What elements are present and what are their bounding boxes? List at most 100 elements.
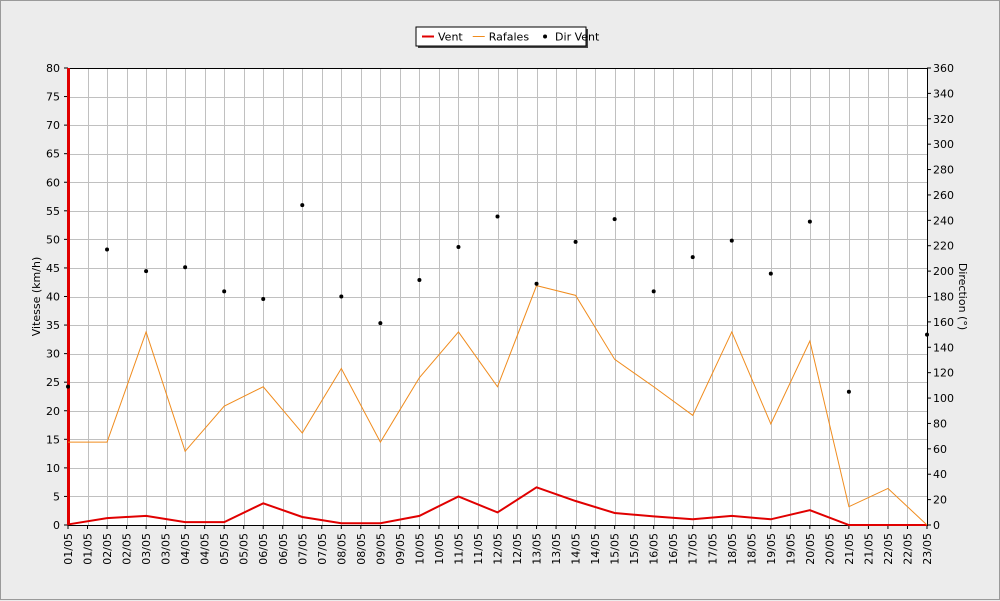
x-tick-label: 13/05 <box>550 533 563 565</box>
legend-label: Vent <box>438 31 463 44</box>
direction-point <box>768 271 773 276</box>
direction-point <box>105 247 110 252</box>
x-tick-label: 06/05 <box>277 533 290 565</box>
direction-point <box>339 294 344 299</box>
y2-tick-label: 360 <box>933 62 954 75</box>
direction-point <box>300 203 305 208</box>
x-tick-label: 03/05 <box>140 533 153 565</box>
x-tick-label: 17/05 <box>687 533 700 565</box>
x-tick-label: 01/05 <box>62 533 75 565</box>
x-tick-label: 19/05 <box>784 533 797 565</box>
direction-point <box>222 289 227 294</box>
x-tick-label: 16/05 <box>648 533 661 565</box>
x-tick-label: 11/05 <box>472 533 485 565</box>
y2-axis-title: Direction (°) <box>956 263 969 330</box>
x-tick-label: 10/05 <box>433 533 446 565</box>
y2-tick-label: 40 <box>933 468 947 481</box>
direction-point <box>846 389 851 394</box>
x-tick-label: 23/05 <box>921 533 934 565</box>
legend-label: Dir Vent <box>555 31 600 44</box>
y-tick-label: 15 <box>46 433 60 446</box>
direction-point <box>495 214 500 219</box>
y2-tick-label: 100 <box>933 392 954 405</box>
direction-point <box>807 219 812 224</box>
direction-point <box>651 289 656 294</box>
x-tick-label: 16/05 <box>667 533 680 565</box>
x-tick-label: 09/05 <box>374 533 387 565</box>
y2-tick-label: 220 <box>933 240 954 253</box>
direction-point <box>378 321 383 326</box>
y2-tick-label: 60 <box>933 443 947 456</box>
x-tick-label: 18/05 <box>745 533 758 565</box>
direction-point <box>729 238 734 243</box>
y2-tick-label: 80 <box>933 417 947 430</box>
y-tick-label: 20 <box>46 405 60 418</box>
x-tick-label: 15/05 <box>609 533 622 565</box>
y2-tick-label: 260 <box>933 189 954 202</box>
x-tick-label: 02/05 <box>101 533 114 565</box>
y2-tick-label: 200 <box>933 265 954 278</box>
vent-axis-marker <box>67 68 70 525</box>
x-tick-label: 17/05 <box>706 533 719 565</box>
x-tick-label: 15/05 <box>628 533 641 565</box>
y2-tick-label: 20 <box>933 494 947 507</box>
direction-point <box>534 281 539 286</box>
x-tick-label: 20/05 <box>823 533 836 565</box>
x-tick-label: 04/05 <box>179 533 192 565</box>
x-tick-label: 09/05 <box>394 533 407 565</box>
series-line-rafales <box>68 285 928 526</box>
y-tick-label: 10 <box>46 462 60 475</box>
legend-swatch <box>543 34 548 39</box>
x-tick-label: 14/05 <box>570 533 583 565</box>
y-tick-label: 25 <box>46 376 60 389</box>
x-tick-label: 21/05 <box>862 533 875 565</box>
x-tick-label: 02/05 <box>121 533 134 565</box>
y2-tick-label: 300 <box>933 138 954 151</box>
direction-point <box>573 239 578 244</box>
y-tick-label: 40 <box>46 291 60 304</box>
direction-point <box>183 265 188 270</box>
direction-point <box>456 244 461 249</box>
direction-point <box>690 255 695 260</box>
x-tick-label: 13/05 <box>531 533 544 565</box>
y-tick-label: 55 <box>46 205 60 218</box>
x-tick-label: 22/05 <box>901 533 914 565</box>
y2-tick-label: 0 <box>933 519 940 532</box>
x-tick-label: 20/05 <box>804 533 817 565</box>
y2-tick-label: 280 <box>933 164 954 177</box>
y-tick-label: 70 <box>46 119 60 132</box>
y-tick-label: 75 <box>46 91 60 104</box>
y-tick-label: 80 <box>46 62 60 75</box>
plot-area <box>68 68 927 525</box>
x-tick-label: 05/05 <box>218 533 231 565</box>
y2-tick-label: 120 <box>933 367 954 380</box>
x-tick-label: 04/05 <box>199 533 212 565</box>
legend-label: Rafales <box>489 31 530 44</box>
y2-tick-label: 320 <box>933 113 954 126</box>
direction-point <box>417 277 422 282</box>
x-tick-label: 11/05 <box>452 533 465 565</box>
x-tick-label: 12/05 <box>492 533 505 565</box>
series-line-vent <box>67 486 927 526</box>
x-tick-label: 06/05 <box>257 533 270 565</box>
direction-point <box>925 332 929 337</box>
y-tick-label: 0 <box>53 519 60 532</box>
y2-tick-label: 240 <box>933 214 954 227</box>
x-tick-label: 07/05 <box>296 533 309 565</box>
x-tick-label: 19/05 <box>765 533 778 565</box>
y2-tick-label: 340 <box>933 87 954 100</box>
direction-point <box>66 384 70 389</box>
y-tick-label: 50 <box>46 233 60 246</box>
direction-point <box>612 217 617 222</box>
y-tick-label: 45 <box>46 262 60 275</box>
x-tick-label: 12/05 <box>511 533 524 565</box>
direction-point <box>261 297 266 302</box>
x-tick-label: 22/05 <box>882 533 895 565</box>
x-tick-label: 10/05 <box>413 533 426 565</box>
y-tick-label: 65 <box>46 148 60 161</box>
y2-tick-label: 180 <box>933 291 954 304</box>
x-tick-label: 08/05 <box>355 533 368 565</box>
y-tick-label: 5 <box>53 490 60 503</box>
